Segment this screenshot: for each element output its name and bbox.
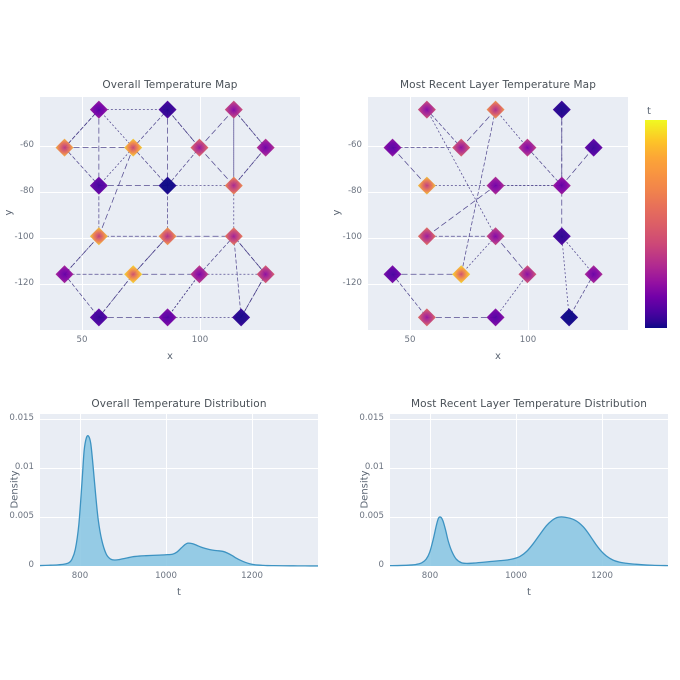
- xtick-label: 1000: [155, 571, 177, 581]
- ytick-label: -120: [14, 278, 34, 288]
- recent-dist-canvas: [389, 516, 669, 567]
- gridline: [390, 419, 668, 420]
- recent-map-canvas: [383, 100, 603, 327]
- xtick-label: 1000: [505, 571, 527, 581]
- gridline: [40, 146, 300, 147]
- title-recent-dist: Most Recent Layer Temperature Distributi…: [411, 398, 647, 410]
- gridline: [410, 97, 411, 330]
- gridline: [528, 97, 529, 330]
- ytick-label: 0: [28, 560, 34, 570]
- xtick-label: 50: [404, 335, 416, 345]
- xtick-label: 800: [421, 571, 439, 581]
- gridline: [368, 146, 628, 147]
- gridline: [368, 284, 628, 285]
- ytick-label: -60: [19, 140, 34, 150]
- xtick-label: 1200: [591, 571, 613, 581]
- gridline: [82, 97, 83, 330]
- gridline: [40, 419, 318, 420]
- title-overall-dist: Overall Temperature Distribution: [91, 398, 267, 410]
- title-recent-map: Most Recent Layer Temperature Map: [400, 79, 596, 91]
- gridline: [40, 192, 300, 193]
- ytick-label: -100: [14, 232, 34, 242]
- ytick-label: 0.01: [364, 462, 384, 472]
- gridline: [368, 192, 628, 193]
- yaxis-label-overall-map: y: [3, 209, 15, 216]
- gridline: [80, 414, 81, 566]
- ytick-label: -120: [342, 278, 362, 288]
- ytick-label: 0.015: [9, 413, 34, 423]
- ytick-label: 0.005: [359, 511, 384, 521]
- gridline: [602, 414, 603, 566]
- gridline: [390, 566, 668, 567]
- ytick-label: -80: [19, 186, 34, 196]
- gridline: [40, 517, 318, 518]
- xtick-label: 1200: [241, 571, 263, 581]
- yaxis-label-recent-map: y: [331, 209, 343, 216]
- xtick-label: 800: [71, 571, 89, 581]
- ytick-label: -80: [347, 186, 362, 196]
- gridline: [200, 97, 201, 330]
- xaxis-label-recent-map: x: [495, 351, 501, 362]
- plot-area-overall-map: [40, 97, 300, 330]
- gridline: [430, 414, 431, 566]
- xaxis-label-overall-map: x: [167, 351, 173, 362]
- plot-area-recent-map: [368, 97, 628, 330]
- gridline: [390, 468, 668, 469]
- xtick-label: 50: [76, 335, 88, 345]
- gridline: [252, 414, 253, 566]
- gridline: [166, 414, 167, 566]
- overall-map-canvas: [55, 100, 275, 327]
- gridline: [516, 414, 517, 566]
- gridline: [40, 566, 318, 567]
- ytick-label: 0.01: [14, 462, 34, 472]
- ytick-label: 0.015: [359, 413, 384, 423]
- xaxis-label-overall-dist: t: [177, 587, 181, 598]
- yaxis-label-overall-dist: Density: [9, 470, 21, 509]
- colorbar-title: t: [647, 106, 651, 117]
- xaxis-label-recent-dist: t: [527, 587, 531, 598]
- ytick-label: -100: [342, 232, 362, 242]
- gridline: [40, 284, 300, 285]
- gridline: [390, 517, 668, 518]
- overall-dist-canvas: [39, 434, 319, 567]
- colorbar-gradient: [645, 120, 667, 328]
- xtick-label: 100: [191, 335, 209, 345]
- yaxis-label-recent-dist: Density: [359, 470, 371, 509]
- ytick-label: 0: [378, 560, 384, 570]
- gridline: [40, 468, 318, 469]
- ytick-label: -60: [347, 140, 362, 150]
- title-overall-map: Overall Temperature Map: [102, 79, 238, 91]
- ytick-label: 0.005: [9, 511, 34, 521]
- xtick-label: 100: [519, 335, 537, 345]
